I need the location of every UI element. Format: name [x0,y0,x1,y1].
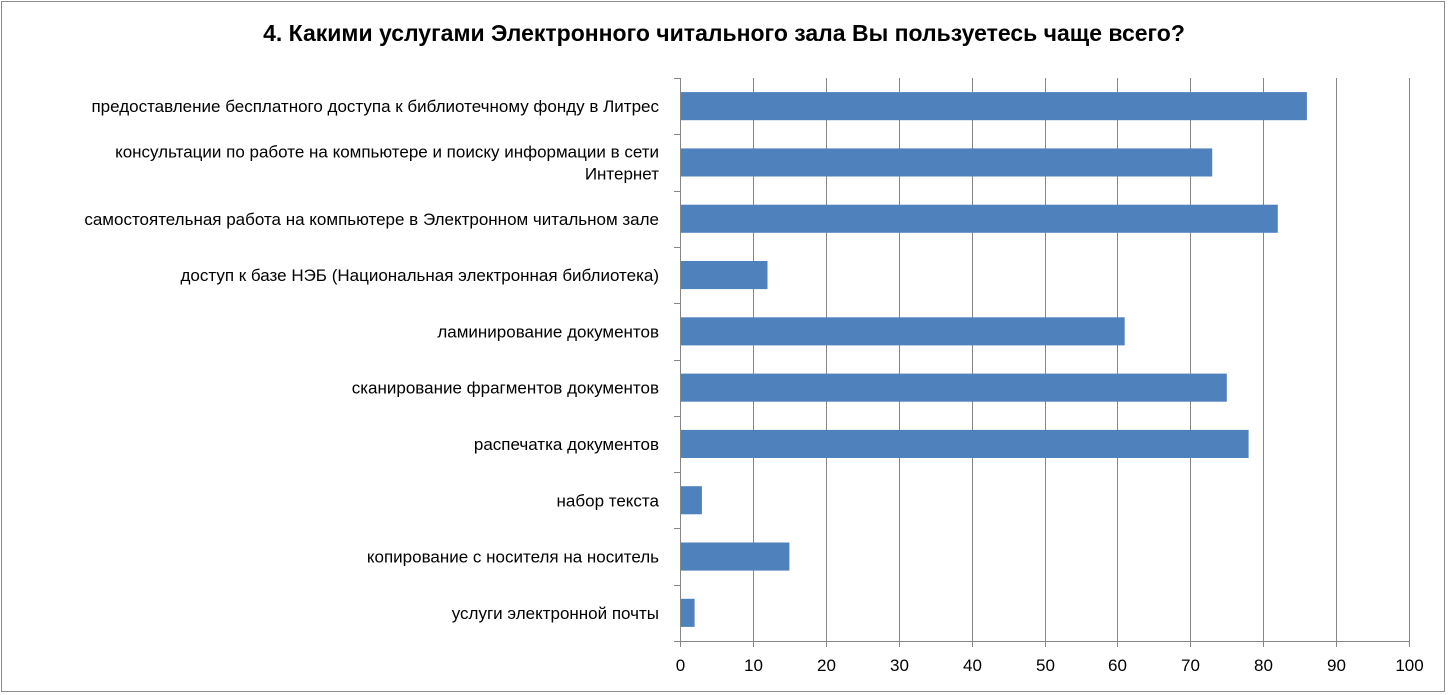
x-tick-label: 80 [1254,656,1273,675]
x-tick-label: 50 [1036,656,1055,675]
x-tick-label: 30 [890,656,909,675]
x-tick-label: 60 [1108,656,1127,675]
category-label-line: услуги электронной почты [452,604,659,623]
x-tick-label: 0 [676,656,685,675]
bar [680,542,790,571]
x-tick-label: 100 [1395,656,1423,675]
category-label-line: набор текста [557,491,660,510]
bar [680,204,1278,233]
category-label: услуги электронной почты [452,604,659,623]
bar [680,373,1227,402]
bar [680,261,768,290]
category-label: доступ к базе НЭБ (Национальная электрон… [180,266,659,285]
x-tick-label: 40 [963,656,982,675]
category-label: ламинирование документов [437,322,659,341]
category-label-line: копирование с носителя на носитель [367,548,659,567]
x-tick-label: 90 [1327,656,1346,675]
bar [680,486,702,515]
x-tick-label: 20 [817,656,836,675]
x-tick-label: 70 [1181,656,1200,675]
bar [680,317,1125,346]
category-label-line: самостоятельная работа на компьютере в Э… [84,210,659,229]
category-label-line: доступ к базе НЭБ (Национальная электрон… [180,266,659,285]
category-label: консультации по работе на компьютере и п… [115,142,659,183]
category-label-line: Интернет [585,164,659,183]
bar [680,148,1213,177]
category-label-line: распечатка документов [474,435,659,454]
bar [680,429,1249,458]
category-label: распечатка документов [474,435,659,454]
category-label-line: предоставление бесплатного доступа к биб… [91,97,659,116]
bar [680,598,695,627]
category-label: копирование с носителя на носитель [367,548,659,567]
chart-title: 4. Какими услугами Электронного читально… [263,20,1185,46]
category-label: самостоятельная работа на компьютере в Э… [84,210,659,229]
bar [680,92,1307,121]
category-label-line: сканирование фрагментов документов [352,379,659,398]
category-label-line: консультации по работе на компьютере и п… [115,142,659,161]
category-label: набор текста [557,491,660,510]
category-label-line: ламинирование документов [437,322,659,341]
category-label: предоставление бесплатного доступа к биб… [91,97,659,116]
category-label: сканирование фрагментов документов [352,379,659,398]
x-tick-label: 10 [744,656,763,675]
